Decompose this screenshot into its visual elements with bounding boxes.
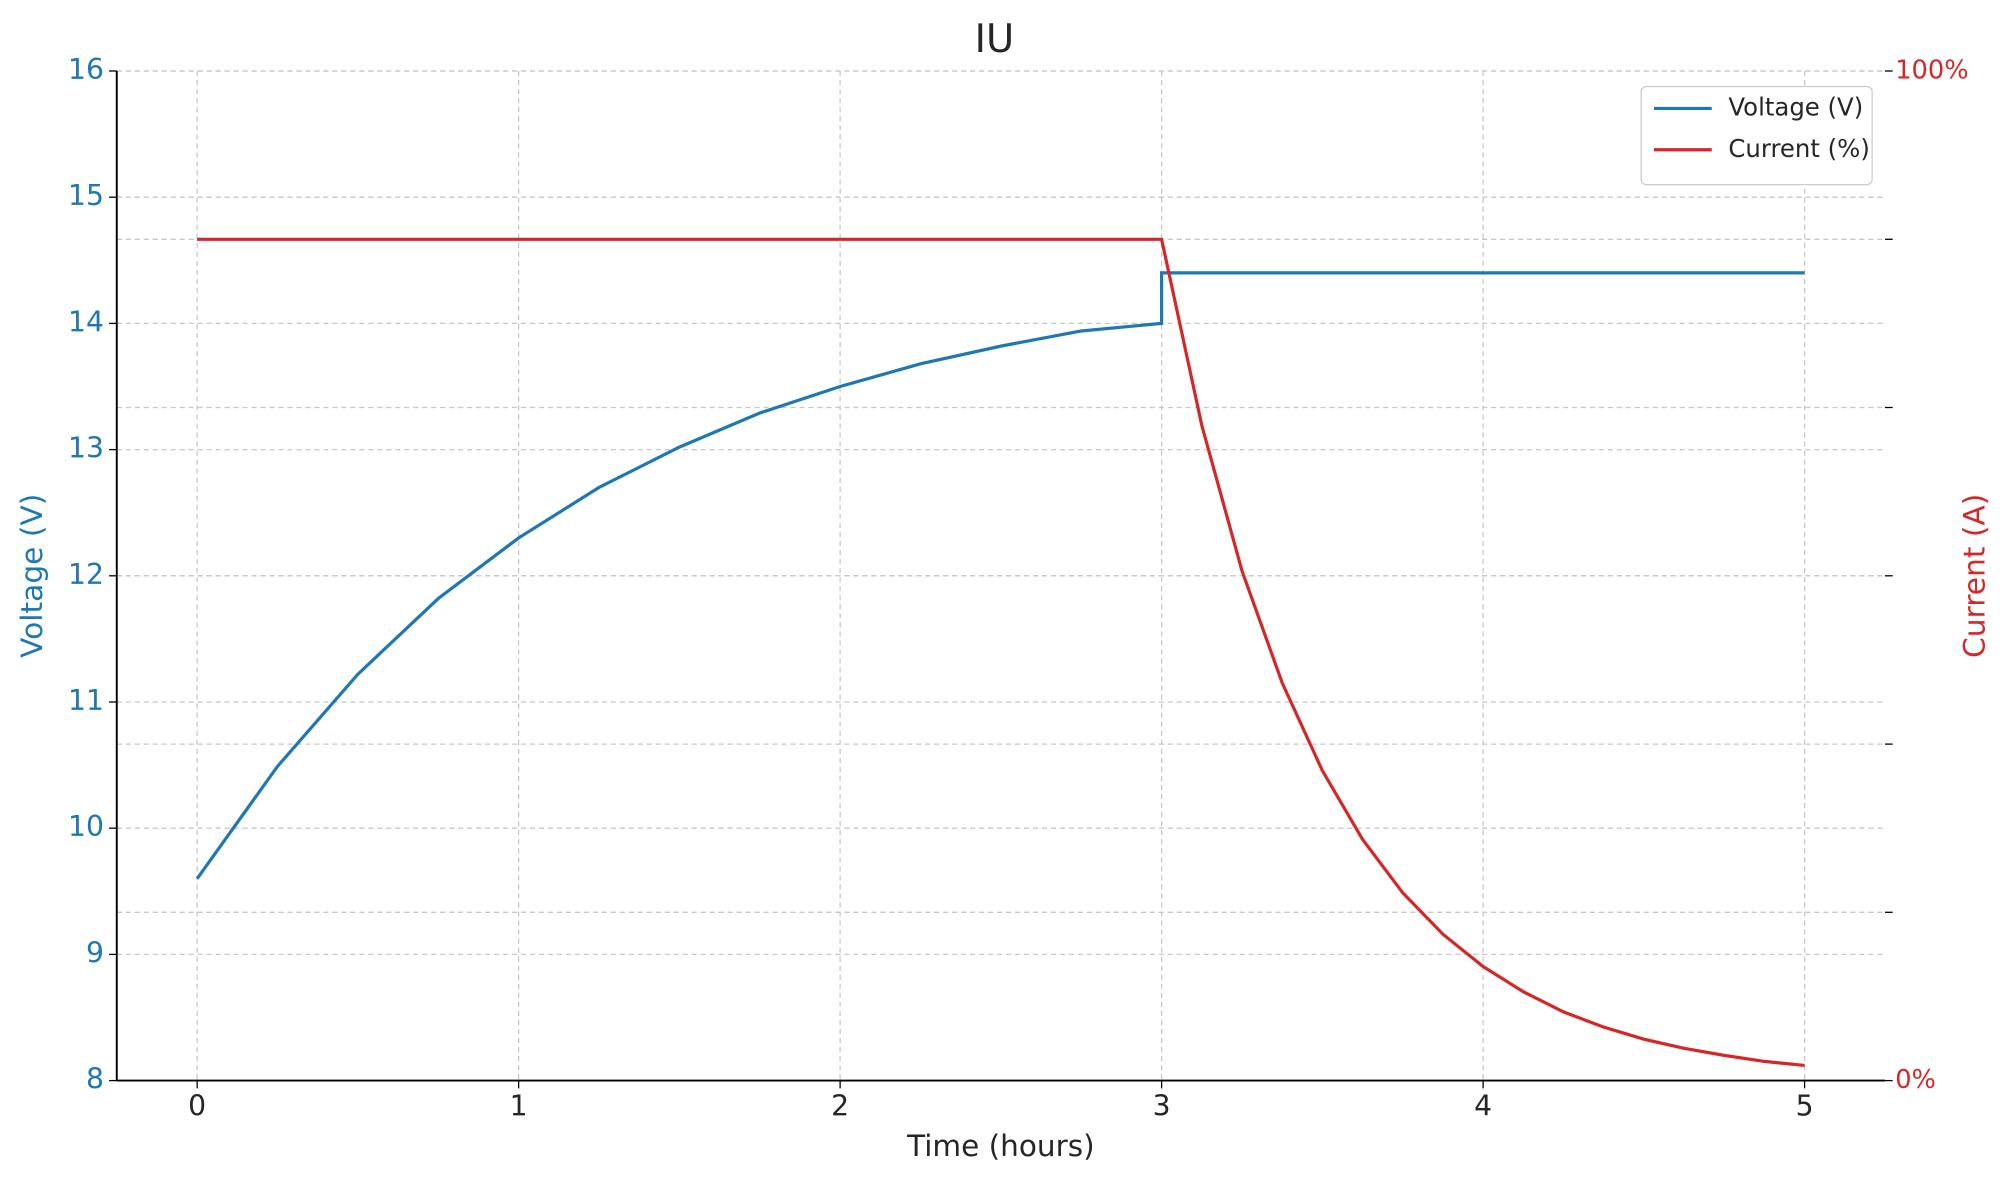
y-tick-label: 9 bbox=[86, 936, 104, 969]
y-tick-label: 14 bbox=[68, 305, 104, 338]
y2-tick-label: 0% bbox=[1895, 1065, 1936, 1095]
y-tick-label: 8 bbox=[86, 1063, 104, 1096]
legend: Voltage (V) Current (%) bbox=[1640, 85, 1873, 186]
legend-box bbox=[1640, 85, 1873, 186]
y-tick-label: 16 bbox=[68, 53, 104, 86]
legend-label: Voltage (V) bbox=[1728, 92, 1863, 121]
y-tick-label: 15 bbox=[68, 179, 104, 212]
legend-label: Current (%) bbox=[1728, 134, 1869, 163]
chart-title: IU bbox=[975, 17, 1015, 62]
y2-axis-label: Current (A) bbox=[1958, 494, 1992, 658]
y2-tick-label: 100% bbox=[1895, 55, 1968, 85]
y-tick-label: 10 bbox=[68, 810, 104, 843]
x-axis-label: Time (hours) bbox=[906, 1129, 1095, 1163]
y-tick-label: 13 bbox=[68, 432, 104, 465]
y-axis-label: Voltage (V) bbox=[15, 494, 49, 658]
data-line bbox=[195, 271, 1805, 880]
x-tick-label: 5 bbox=[1796, 1090, 1814, 1123]
y-tick-label: 11 bbox=[68, 684, 104, 717]
y-tick-label: 12 bbox=[68, 558, 104, 591]
x-tick-label: 1 bbox=[510, 1090, 528, 1123]
x-tick-label: 0 bbox=[188, 1090, 206, 1123]
x-tick-label: 3 bbox=[1153, 1090, 1171, 1123]
x-tick-label: 4 bbox=[1474, 1090, 1492, 1123]
data-line bbox=[197, 237, 1805, 1068]
x-tick-label: 2 bbox=[831, 1090, 849, 1123]
